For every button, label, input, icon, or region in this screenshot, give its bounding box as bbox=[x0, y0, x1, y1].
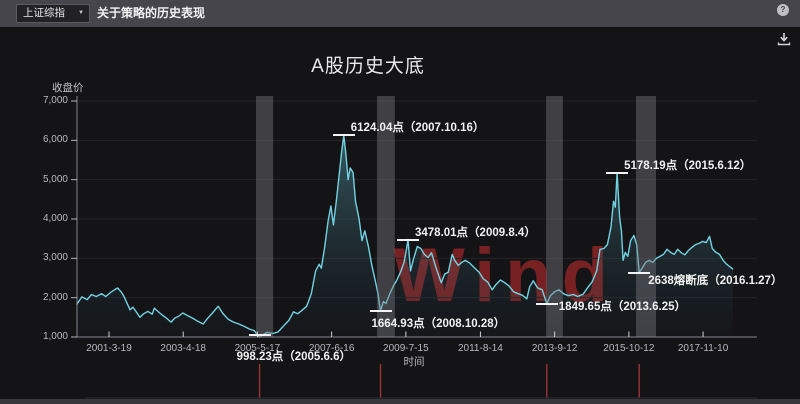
x-axis-tick-label: 2007-6-16 bbox=[308, 343, 355, 354]
y-axis-title: 收盘价 bbox=[52, 82, 84, 94]
download-icon[interactable] bbox=[775, 30, 793, 48]
annotation-label: 5178.19点（2015.6.12） bbox=[624, 159, 752, 172]
x-axis-tick-label: 2011-8-14 bbox=[457, 343, 503, 354]
extreme-point-marker bbox=[332, 134, 355, 137]
extreme-point-marker bbox=[606, 171, 629, 174]
x-axis-tick-label: 2003-4-18 bbox=[160, 343, 206, 354]
y-axis-tick-label: 7,000 bbox=[42, 95, 68, 106]
extreme-point-marker bbox=[369, 309, 392, 312]
x-axis-tick-label: 2017-11-10 bbox=[677, 343, 729, 354]
y-axis-tick-label: 1,000 bbox=[42, 331, 68, 342]
y-axis-tick-label: 5,000 bbox=[42, 173, 68, 185]
annotation-label: 1664.93点（2008.10.28） bbox=[371, 317, 506, 330]
extreme-point-marker bbox=[248, 333, 271, 336]
annotation-label: 2638熔断底（2016.1.27） bbox=[648, 274, 783, 287]
x-axis-tick-label: 2015-10-12 bbox=[603, 343, 655, 354]
annotation-label: 6124.04点（2007.10.16） bbox=[350, 122, 485, 135]
top-bar: 上证综指 ▼ 关于策略的历史表现 ? bbox=[0, 0, 800, 27]
bottom-divider bbox=[0, 399, 800, 404]
extreme-point-marker bbox=[628, 271, 651, 274]
y-axis-tick-label: 3,000 bbox=[42, 252, 68, 264]
annotation-label: 3478.01点（2009.8.4） bbox=[414, 226, 536, 239]
chevron-down-icon: ▼ bbox=[78, 10, 84, 16]
y-axis-tick-label: 4,000 bbox=[42, 213, 68, 224]
help-icon[interactable]: ? bbox=[777, 4, 789, 16]
x-axis-tick-label: 2009-7-15 bbox=[383, 343, 429, 354]
x-axis-tick-label: 2005-5-17 bbox=[234, 343, 281, 354]
x-axis-tick-label: 2001-3-19 bbox=[86, 343, 132, 354]
y-axis-tick-label: 6,000 bbox=[42, 134, 68, 146]
x-axis-title: 时间 bbox=[403, 356, 425, 368]
chart-title: A股历史大底 bbox=[311, 56, 425, 77]
annotation-label: 998.23点（2005.6.6） bbox=[236, 350, 352, 363]
index-selector-value: 上证综指 bbox=[23, 7, 65, 19]
extreme-point-marker bbox=[396, 238, 419, 241]
page-title: 关于策略的历史表现 bbox=[97, 6, 206, 20]
index-selector-dropdown[interactable]: 上证综指 ▼ bbox=[16, 4, 90, 23]
x-axis-tick-label: 2013-9-12 bbox=[531, 343, 578, 354]
y-axis-tick-label: 2,000 bbox=[42, 291, 68, 303]
extreme-point-marker bbox=[535, 302, 558, 305]
annotation-label: 1849.65点（2013.6.25） bbox=[558, 300, 687, 313]
